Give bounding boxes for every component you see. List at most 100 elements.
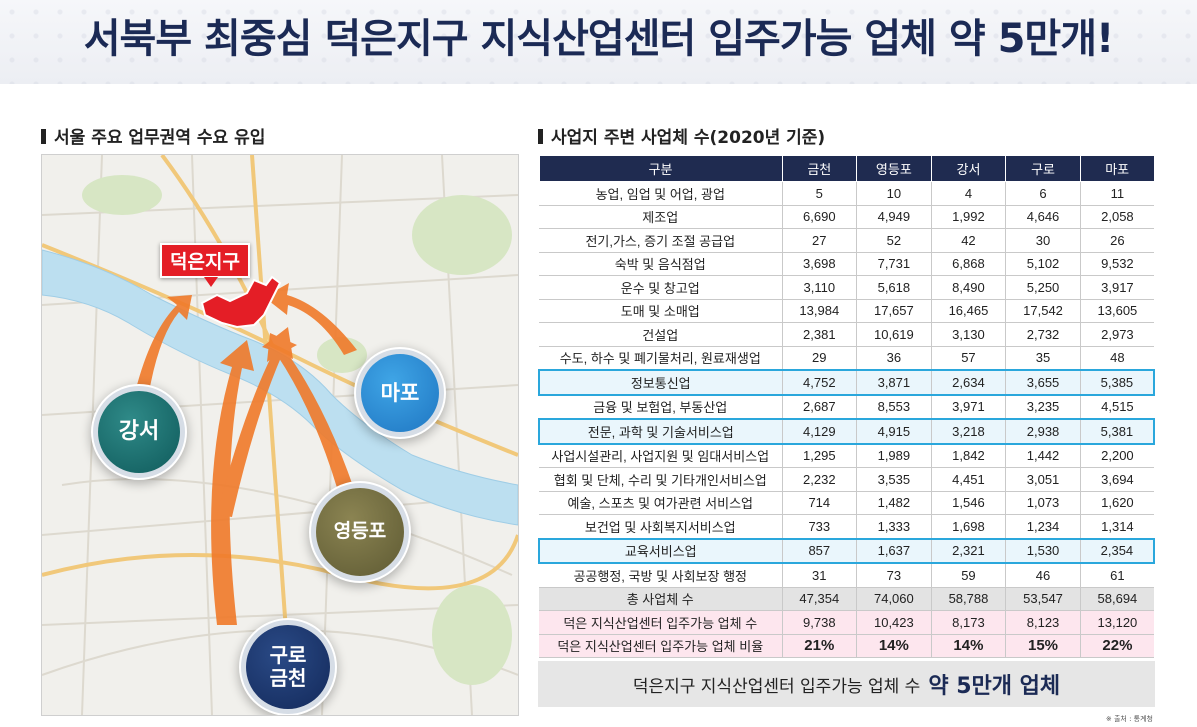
table-cell: 21% — [781, 634, 857, 658]
table-cell: 13,120 — [1079, 610, 1154, 635]
table-cell: 47,354 — [781, 587, 857, 611]
table-cell: 8,173 — [930, 610, 1006, 635]
row-category: 도매 및 소매업 — [539, 299, 782, 323]
table-cell: 4,646 — [1005, 205, 1081, 229]
table-cell: 4,129 — [781, 418, 857, 445]
target-area-label: 덕은지구 — [160, 243, 250, 287]
row-category: 교육서비스업 — [538, 537, 782, 564]
table-cell: 6 — [1005, 181, 1081, 206]
column-header: 영등포 — [856, 155, 932, 182]
table-cell: 4,451 — [930, 467, 1006, 492]
business-count-table: 구분 금천 영등포 강서 구로 마포 농업, 임업 및 어업, 광업 5 10 4 6 11 제조업 6… — [538, 155, 1155, 658]
table-cell: 1,234 — [1005, 514, 1081, 539]
district-gangseo: 강서 — [98, 391, 180, 473]
table-cell: 42 — [930, 228, 1006, 253]
table-cell: 3,218 — [930, 418, 1006, 445]
table-row: 건설업 2,381 10,619 3,130 2,732 2,973 — [539, 322, 1154, 347]
table-row: 공공행정, 국방 및 사회보장 행정 31 73 59 46 61 — [539, 563, 1154, 588]
table-cell: 3,235 — [1005, 394, 1081, 420]
summary-box: 덕은지구 지식산업센터 입주가능 업체 수 약 5만개 업체 — [538, 661, 1155, 707]
table-row: 사업시설관리, 사업지원 및 임대서비스업 1,295 1,989 1,842 1,44… — [539, 443, 1154, 468]
row-category: 정보통신업 — [538, 369, 782, 396]
table-row: 보건업 및 사회복지서비스업 733 1,333 1,698 1,234 1,314 — [539, 514, 1154, 539]
table-cell: 2,973 — [1079, 322, 1154, 347]
table-cell: 31 — [781, 563, 857, 588]
table-cell: 11 — [1079, 181, 1154, 206]
table-cell: 73 — [856, 563, 932, 588]
row-category: 전기,가스, 증기 조절 공급업 — [539, 228, 782, 253]
district-guro-geumcheon: 구로 금천 — [246, 625, 330, 709]
summary-text: 덕은지구 지식산업센터 입주가능 업체 수 — [632, 676, 921, 697]
table-cell: 2,354 — [1079, 537, 1155, 564]
table-cell: 8,553 — [856, 394, 932, 420]
row-category: 제조업 — [539, 205, 782, 229]
table-cell: 857 — [781, 537, 857, 564]
table-cell: 4,949 — [856, 205, 932, 229]
title-bar-icon — [538, 129, 543, 144]
table-row: 수도, 하수 및 폐기물처리, 원료재생업 29 36 57 35 48 — [539, 346, 1154, 371]
column-header: 구로 — [1005, 155, 1081, 182]
table-cell: 5,618 — [856, 275, 932, 300]
table-cell: 14% — [856, 634, 932, 658]
table-cell: 3,051 — [1005, 467, 1081, 492]
table-cell: 52 — [856, 228, 932, 253]
table-cell: 714 — [781, 491, 857, 515]
district-guro-line2: 금천 — [269, 666, 307, 690]
table-cell: 5,102 — [1005, 252, 1081, 276]
row-category: 농업, 임업 및 어업, 광업 — [539, 181, 782, 206]
row-category: 덕은 지식산업센터 입주가능 업체 수 — [539, 610, 782, 635]
table-cell: 30 — [1005, 228, 1081, 253]
table-cell: 3,698 — [781, 252, 857, 276]
table-cell: 2,938 — [1005, 418, 1081, 445]
table-cell: 74,060 — [856, 587, 932, 611]
table-cell: 733 — [781, 514, 857, 539]
table-cell: 2,200 — [1079, 443, 1154, 468]
table-cell: 1,620 — [1079, 491, 1154, 515]
table-cell: 58,788 — [930, 587, 1006, 611]
table-row: 교육서비스업 857 1,637 2,321 1,530 2,354 — [538, 537, 1155, 564]
table-cell: 4,515 — [1079, 394, 1154, 420]
column-header: 마포 — [1079, 155, 1155, 182]
table-cell: 9,738 — [781, 610, 857, 635]
table-cell: 13,605 — [1079, 299, 1154, 323]
table-cell: 2,732 — [1005, 322, 1081, 347]
table-cell: 59 — [930, 563, 1006, 588]
table-cell: 1,546 — [930, 491, 1006, 515]
table-cell: 4,915 — [856, 418, 932, 445]
table-section-title: 사업지 주변 사업체 수(2020년 기준) — [538, 123, 825, 148]
table-cell: 1,989 — [856, 443, 932, 468]
table-header-row: 구분 금천 영등포 강서 구로 마포 — [538, 155, 1155, 182]
row-category: 사업시설관리, 사업지원 및 임대서비스업 — [539, 443, 782, 468]
column-header: 금천 — [781, 155, 858, 182]
title-bar-icon — [41, 129, 46, 144]
table-cell: 57 — [930, 346, 1006, 371]
row-category: 공공행정, 국방 및 사회보장 행정 — [539, 563, 782, 588]
table-row: 협회 및 단체, 수리 및 기타개인서비스업 2,232 3,535 4,451 3,0… — [539, 467, 1154, 492]
table-cell: 1,442 — [1005, 443, 1081, 468]
table-cell: 3,694 — [1079, 467, 1154, 492]
table-section-title-text: 사업지 주변 사업체 수(2020년 기준) — [551, 128, 826, 148]
row-category: 예술, 스포츠 및 여가관련 서비스업 — [539, 491, 782, 515]
table-row: 숙박 및 음식점업 3,698 7,731 6,868 5,102 9,532 — [539, 252, 1154, 276]
column-header: 구분 — [538, 155, 783, 182]
table-cell: 1,333 — [856, 514, 932, 539]
table-cell: 1,637 — [856, 537, 932, 564]
table-cell: 26 — [1079, 228, 1154, 253]
source-note: ※ 출처 : 통계청 — [1105, 715, 1153, 723]
table-cell: 17,657 — [856, 299, 932, 323]
row-category: 숙박 및 음식점업 — [539, 252, 782, 276]
table-cell: 1,698 — [930, 514, 1006, 539]
table-cell: 2,058 — [1079, 205, 1154, 229]
district-mapo: 마포 — [361, 354, 439, 432]
district-yeongdeungpo: 영등포 — [316, 488, 404, 576]
table-cell: 1,992 — [930, 205, 1006, 229]
column-header: 강서 — [930, 155, 1007, 182]
row-category: 건설업 — [539, 322, 782, 347]
table-cell: 3,917 — [1079, 275, 1154, 300]
table-cell: 61 — [1079, 563, 1154, 588]
table-cell: 6,690 — [781, 205, 857, 229]
table-row: 도매 및 소매업 13,984 17,657 16,465 17,542 13,605 — [539, 299, 1154, 323]
summary-emphasis: 약 5만개 업체 — [928, 674, 1061, 699]
table-cell: 48 — [1079, 346, 1154, 371]
table-cell: 1,530 — [1005, 537, 1081, 564]
